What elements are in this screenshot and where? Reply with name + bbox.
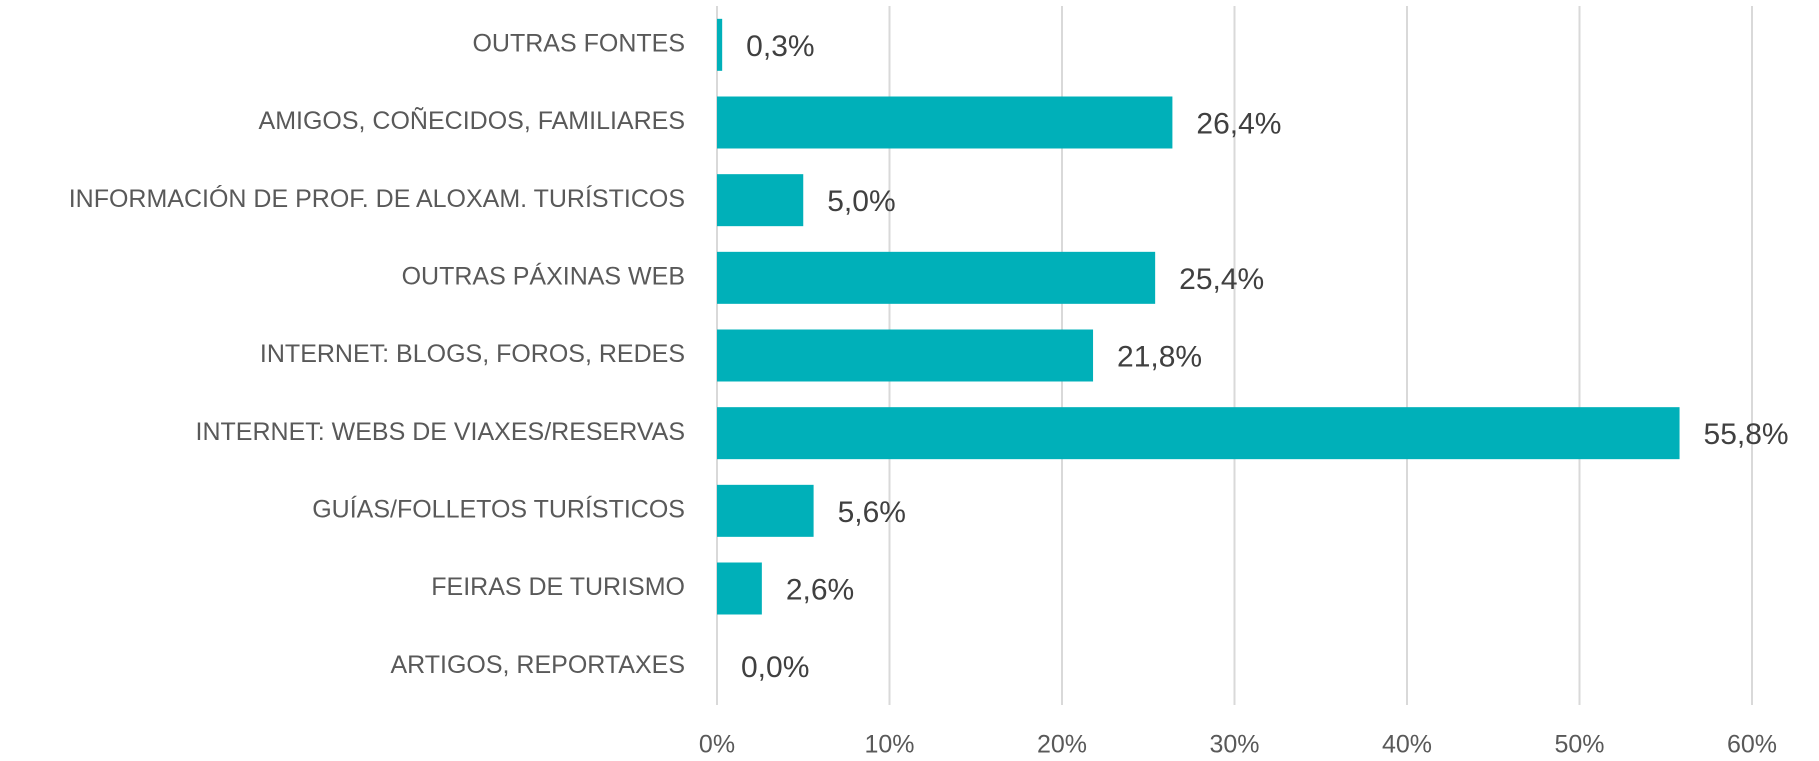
bar bbox=[717, 562, 762, 615]
category-label: OUTRAS PÁXINAS WEB bbox=[402, 261, 685, 290]
value-label: 21,8% bbox=[1117, 340, 1202, 373]
category-label: INTERNET: WEBS DE VIAXES/RESERVAS bbox=[196, 418, 685, 446]
x-tick-label: 10% bbox=[864, 731, 914, 759]
category-label: INFORMACIÓN DE PROF. DE ALOXAM. TURÍSTIC… bbox=[69, 184, 685, 213]
value-label: 55,8% bbox=[1704, 418, 1789, 451]
value-label: 0,3% bbox=[746, 30, 814, 63]
x-tick-label: 0% bbox=[699, 731, 735, 759]
bar bbox=[717, 96, 1173, 149]
x-tick-label: 50% bbox=[1554, 731, 1604, 759]
x-tick-label: 20% bbox=[1037, 731, 1087, 759]
bar bbox=[717, 18, 723, 71]
category-label: OUTRAS FONTES bbox=[472, 29, 685, 57]
x-tick-label: 60% bbox=[1727, 731, 1777, 759]
value-label: 2,6% bbox=[786, 573, 854, 606]
category-label: FEIRAS DE TURISMO bbox=[431, 573, 685, 601]
value-label: 0,0% bbox=[741, 651, 809, 684]
bar bbox=[717, 329, 1094, 382]
bar bbox=[717, 174, 804, 227]
category-label: INTERNET: BLOGS, FOROS, REDES bbox=[260, 340, 685, 368]
bar bbox=[717, 251, 1156, 304]
bar bbox=[717, 484, 814, 537]
value-label: 25,4% bbox=[1179, 263, 1264, 296]
category-label: AMIGOS, COÑECIDOS, FAMILIARES bbox=[259, 106, 685, 135]
x-tick-label: 40% bbox=[1382, 731, 1432, 759]
value-label: 5,0% bbox=[827, 185, 895, 218]
value-label: 5,6% bbox=[838, 496, 906, 529]
value-label: 26,4% bbox=[1196, 107, 1281, 140]
bar bbox=[717, 407, 1680, 460]
x-tick-label: 30% bbox=[1209, 731, 1259, 759]
category-label: GUÍAS/FOLLETOS TURÍSTICOS bbox=[312, 494, 685, 523]
category-label: ARTIGOS, REPORTAXES bbox=[390, 651, 685, 679]
